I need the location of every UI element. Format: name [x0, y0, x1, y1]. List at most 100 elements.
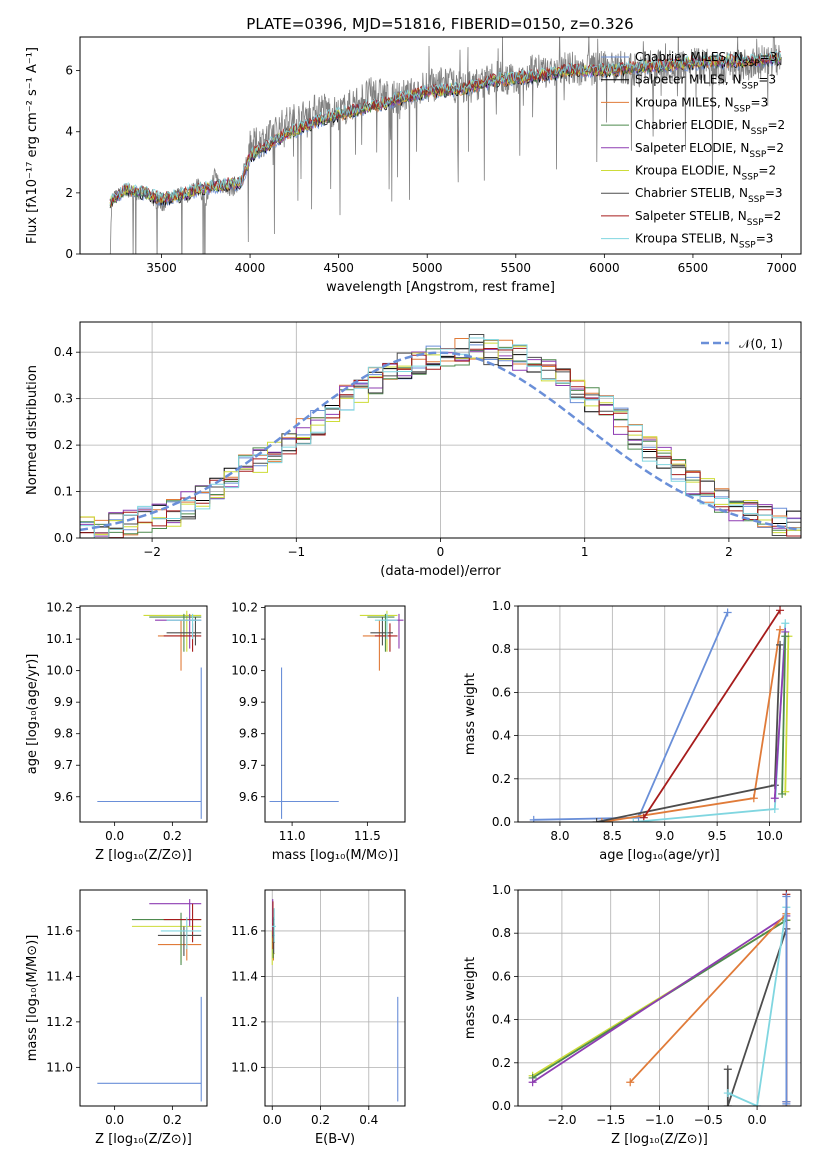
x-tick-label: −1 [287, 545, 305, 559]
y-tick-label: 0.0 [492, 1099, 511, 1113]
panel-age_vs_mass: 11.0 11.5 9.6 9.7 9.8 9.9 10.0 10.1 10.2 mass [lo… [231, 601, 406, 863]
y-tick-label: 10.2 [46, 601, 73, 615]
weight-line [726, 928, 788, 1106]
weight-marker [723, 608, 732, 617]
x-tick-label: 3500 [146, 261, 177, 275]
axes-frame [264, 605, 406, 823]
plot-area [269, 610, 404, 819]
x-tick-label: 9.0 [655, 829, 674, 843]
y-tick-label: 0 [65, 247, 73, 261]
x-tick-label: 6500 [678, 261, 709, 275]
weight-marker [749, 794, 758, 803]
y-tick-label: 11.0 [46, 1060, 73, 1074]
y-tick-label: 0.0 [492, 815, 511, 829]
x-tick-label: −1.5 [596, 1113, 625, 1127]
y-tick-label: 1.0 [492, 599, 511, 613]
x-tick-label: 0.0 [748, 1113, 767, 1127]
x-axis-label: E(B-V) [315, 1132, 355, 1147]
y-tick-label: 9.8 [239, 727, 258, 741]
panel-age_vs_Z: 0.0 0.2 9.6 9.7 9.8 9.9 10.0 10.1 10.2 Z [log₁₀(Z… [25, 601, 208, 863]
y-tick-label: 0.0 [54, 531, 73, 545]
plot-area [97, 610, 202, 819]
y-tick-label: 0.2 [492, 1056, 511, 1070]
weight-marker [753, 1102, 762, 1106]
weight-marker [770, 805, 779, 814]
x-tick-label: 10.0 [756, 829, 783, 843]
weight-marker [781, 619, 790, 628]
x-tick-label: 5000 [412, 261, 443, 275]
errorbar-chabrier-stelib [370, 617, 393, 646]
x-tick-label: 0.0 [105, 1113, 124, 1127]
y-tick-label: 9.6 [239, 790, 258, 804]
x-axis-label: age [log₁₀(age/yr)] [599, 848, 720, 863]
x-tick-label: 11.5 [354, 829, 381, 843]
weight-marker [629, 818, 638, 822]
panel-weight_vs_Z: −2.0 −1.5 −1.0 −0.5 0.0 0.0 0.2 0.4 0.6 0.8 1.0 Z [… [463, 883, 802, 1147]
figure-title: PLATE=0396, MJD=51816, FIBERID=0150, z=0… [246, 15, 633, 33]
x-axis-label: wavelength [Angstrom, rest frame] [326, 280, 555, 295]
y-tick-label: 0.6 [492, 685, 511, 699]
legend-label: 𝒩(0, 1) [739, 337, 783, 351]
plot-area [528, 890, 791, 1106]
y-tick-label: 0.4 [492, 729, 511, 743]
y-tick-label: 0.3 [54, 392, 73, 406]
y-tick-label: 0.4 [492, 1013, 511, 1027]
y-tick-label: 11.6 [46, 924, 73, 938]
axes-frame [264, 889, 406, 1107]
y-tick-label: 10.2 [231, 601, 258, 615]
weight-marker [529, 815, 538, 822]
axes-frame [79, 36, 802, 255]
y-axis-label: age [log₁₀(age/yr)] [25, 654, 40, 775]
y-tick-label: 4 [65, 125, 73, 139]
y-axis-label: mass weight [463, 673, 478, 755]
panel-mass_vs_Z: 0.0 0.2 11.0 11.2 11.4 11.6 Z [log₁₀(Z/Z⊙)] mas… [25, 889, 208, 1147]
plot-area [271, 899, 399, 1102]
y-tick-label: 0.2 [54, 438, 73, 452]
weight-line-chabrier-miles [529, 608, 732, 822]
y-tick-label: 2 [65, 186, 73, 200]
weight-line [643, 609, 781, 819]
plot-area [529, 606, 793, 822]
x-tick-label: 0 [437, 545, 445, 559]
y-axis-label: mass weight [463, 957, 478, 1039]
x-tick-label: 4500 [323, 261, 354, 275]
panel-residuals: 𝒩(0, 1) −2 −1 0 1 2 0.0 0.1 0.2 0.3 0.4 (data-model… [25, 321, 802, 579]
weight-line [532, 915, 787, 1083]
errorbar-chabrier-miles [269, 667, 339, 819]
y-tick-label: 9.8 [54, 727, 73, 741]
model-line-salpeter-stelib [109, 50, 781, 205]
x-tick-label: 5500 [501, 261, 532, 275]
weight-line-chabrier-miles [782, 892, 791, 1106]
y-axis-label: Normed distribution [25, 365, 40, 495]
weight-marker [592, 818, 601, 822]
panel-mass_vs_ebv: 0.0 0.2 0.4 11.0 11.2 11.4 11.6 E(B-V) [231, 889, 406, 1147]
x-tick-label: 2 [725, 545, 733, 559]
x-tick-label: 6000 [589, 261, 620, 275]
x-tick-label: 1 [581, 545, 589, 559]
x-tick-label: −0.5 [694, 1113, 723, 1127]
x-tick-label: −2 [143, 545, 161, 559]
x-tick-label: 9.5 [708, 829, 727, 843]
x-axis-label: Z [log₁₀(Z/Z⊙)] [611, 1132, 708, 1147]
y-axis-label: mass [log₁₀(M/M⊙)] [25, 935, 40, 1062]
x-tick-label: 0.4 [359, 1113, 378, 1127]
x-tick-label: 0.2 [163, 1113, 182, 1127]
weight-line [727, 907, 788, 1106]
y-tick-label: 11.4 [46, 969, 73, 983]
weight-marker [776, 606, 785, 615]
x-axis-label: (data-model)/error [380, 564, 501, 579]
weight-line-chabrier-elodie [778, 632, 790, 798]
y-tick-label: 10.1 [46, 632, 73, 646]
y-tick-label: 0.1 [54, 485, 73, 499]
x-tick-label: −2.0 [547, 1113, 576, 1127]
x-tick-label: 8.5 [603, 829, 622, 843]
weight-marker [723, 1102, 732, 1106]
weight-marker [723, 1089, 732, 1098]
legend: 𝒩(0, 1) [701, 337, 783, 351]
y-tick-label: 9.7 [54, 758, 73, 772]
panel-weight_vs_age: 8.0 8.5 9.0 9.5 10.0 0.0 0.2 0.4 0.6 0.8 1.0 age [l… [463, 599, 802, 863]
y-tick-label: 9.7 [239, 758, 258, 772]
axes-frame [79, 605, 208, 823]
histogram-kroupa-stelib [80, 337, 801, 538]
x-tick-label: 7000 [766, 261, 797, 275]
